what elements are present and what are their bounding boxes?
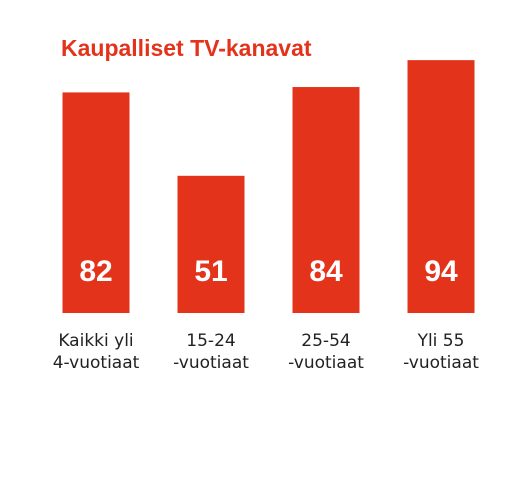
x-tick-label: 4-vuotiaat: [53, 353, 140, 373]
x-tick-label: Kaikki yli: [58, 331, 133, 351]
bar: [62, 92, 130, 313]
x-tick-label: -vuotiaat: [403, 353, 479, 373]
value-label: 84: [309, 255, 343, 288]
value-label: 82: [79, 255, 112, 288]
value-label: 51: [194, 255, 227, 288]
x-tick-label: Yli 55: [417, 331, 465, 351]
bar: [177, 175, 245, 313]
bar: [407, 60, 475, 313]
x-tick-label: -vuotiaat: [173, 353, 249, 373]
value-label: 94: [424, 255, 458, 288]
bar: [292, 87, 360, 313]
x-tick-label: -vuotiaat: [288, 353, 364, 373]
x-tick-label: 15-24: [186, 331, 235, 351]
x-tick-label: 25-54: [301, 331, 350, 351]
chart-title: Kaupalliset TV-kanavat: [61, 35, 312, 61]
